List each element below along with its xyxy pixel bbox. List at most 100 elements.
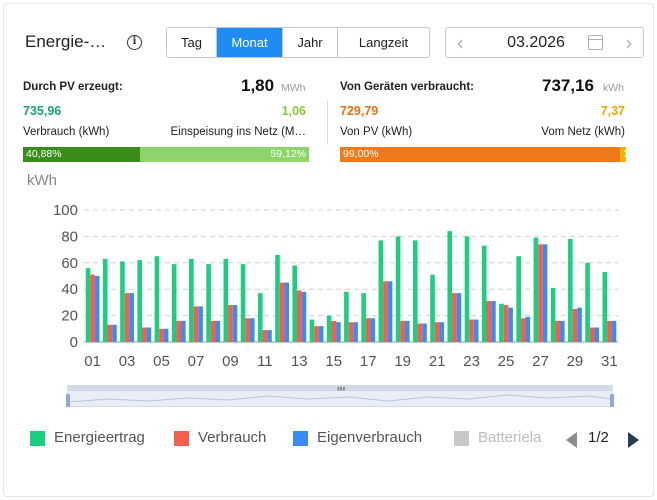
bar-verbrauch-10 [245,318,250,342]
consumption-share-bar: 99,00% 1,00% [340,147,626,162]
bar-verbrauch-13 [297,290,302,342]
pv-share-bar: 40,88% 59,12% [23,147,309,162]
tab-month[interactable]: Monat [217,28,283,57]
tab-day[interactable]: Tag [167,28,217,57]
calendar-icon[interactable] [588,35,603,50]
slider-handle-right[interactable] [610,394,614,407]
chevron-left-icon[interactable]: ‹ [456,31,464,55]
legend-label: Verbrauch [198,429,267,446]
consumption-total: 737,16 [542,76,594,95]
y-tick-label: 20 [61,308,78,325]
legend-next-icon[interactable] [628,432,639,448]
consumption-label: Von Geräten verbraucht: [340,81,474,93]
bar-energieertrag-16 [344,291,349,342]
bar-eigenverbrauch-29 [577,307,582,342]
bar-energieertrag-18 [378,240,384,342]
pv-consumption-segment: 40,88% [23,147,140,162]
bar-energieertrag-14 [309,319,315,342]
bar-eigenverbrauch-03 [129,293,134,342]
legend-prev-icon[interactable] [566,432,577,448]
pv-label: Durch PV erzeugt: [23,81,123,93]
pv-total: 1,80 [241,76,275,95]
bar-eigenverbrauch-21 [439,322,445,342]
bar-eigenverbrauch-18 [387,281,393,342]
chevron-right-icon[interactable]: › [625,31,633,55]
from-grid-segment: 1,00% [620,147,626,162]
x-tick-label: 03 [119,353,136,370]
y-tick-label: 0 [70,334,78,351]
bar-verbrauch-14 [314,326,319,342]
bar-eigenverbrauch-08 [215,320,221,342]
consumption-unit: kWh [603,82,624,94]
from-grid-value: 7,37 [600,104,625,118]
bar-eigenverbrauch-19 [404,320,410,342]
bar-verbrauch-11 [262,330,268,342]
from-pv-label: Von PV (kWh) [340,126,413,138]
y-tick-label: 40 [61,281,78,298]
info-icon[interactable]: i [127,35,142,50]
slider-grip[interactable] [67,385,613,391]
slider-sparkline [68,394,612,403]
bar-energieertrag-06 [171,264,177,342]
bar-verbrauch-20 [417,323,423,342]
bar-eigenverbrauch-20 [422,323,427,342]
bar-eigenverbrauch-09 [232,305,238,342]
bar-eigenverbrauch-31 [611,320,617,342]
bar-verbrauch-06 [176,320,182,342]
bar-energieertrag-26 [516,256,521,342]
legend-label: Batteriela [478,429,542,446]
slider-handle-left[interactable] [66,394,70,407]
bar-eigenverbrauch-25 [508,307,513,342]
bar-eigenverbrauch-13 [301,291,307,342]
bar-energieertrag-20 [413,240,418,342]
x-tick-label: 13 [291,353,308,370]
bar-energieertrag-10 [240,264,246,342]
tab-year[interactable]: Jahr [283,28,338,57]
legend-swatch [174,431,189,446]
bar-verbrauch-03 [124,293,130,342]
x-tick-label: 19 [394,353,411,370]
date-value[interactable]: 03.2026 [507,34,565,51]
pv-unit: MWh [281,82,306,94]
bar-eigenverbrauch-24 [491,301,496,342]
bar-energieertrag-15 [326,315,332,342]
x-tick-label: 01 [84,353,101,370]
bar-verbrauch-29 [572,309,578,342]
bar-energieertrag-11 [257,293,263,342]
x-tick-label: 07 [188,353,205,370]
period-tabs: Tag Monat Jahr Langzeit [166,27,430,58]
bar-verbrauch-26 [520,318,526,342]
bar-eigenverbrauch-28 [560,320,565,342]
bar-eigenverbrauch-17 [370,318,376,342]
bar-energieertrag-13 [292,265,298,342]
bar-energieertrag-01 [85,268,91,342]
y-tick-label: 60 [61,255,78,272]
y-tick-label: 80 [61,228,78,245]
bar-energieertrag-07 [189,258,194,342]
x-tick-label: 09 [222,353,239,370]
bar-eigenverbrauch-23 [473,319,479,342]
bar-verbrauch-22 [452,293,457,342]
zoom-slider[interactable]: ▮▮▮ [66,385,614,408]
x-tick-label: 05 [153,353,170,370]
bar-eigenverbrauch-26 [525,316,531,342]
from-pv-segment: 99,00% [340,147,620,162]
bar-verbrauch-05 [159,328,164,342]
legend-pager: 1/2 [588,429,609,446]
x-tick-label: 17 [360,353,377,370]
bar-energieertrag-28 [550,287,556,342]
bar-verbrauch-24 [486,301,492,342]
pv-feedin-value: 1,06 [281,104,306,118]
bar-verbrauch-23 [469,319,474,342]
pv-consumption-label: Verbrauch (kWh) [23,126,110,138]
date-picker[interactable]: ‹ 03.2026 › [445,27,644,58]
bar-eigenverbrauch-01 [94,276,100,342]
panel-title: Energie-… [25,32,107,51]
bar-energieertrag-21 [430,274,435,342]
tab-longterm[interactable]: Langzeit [358,35,409,50]
bar-verbrauch-19 [400,320,405,342]
bar-energieertrag-29 [568,239,573,342]
bar-energieertrag-22 [447,231,453,342]
bar-verbrauch-02 [107,324,113,342]
y-axis-unit: kWh [27,172,57,189]
